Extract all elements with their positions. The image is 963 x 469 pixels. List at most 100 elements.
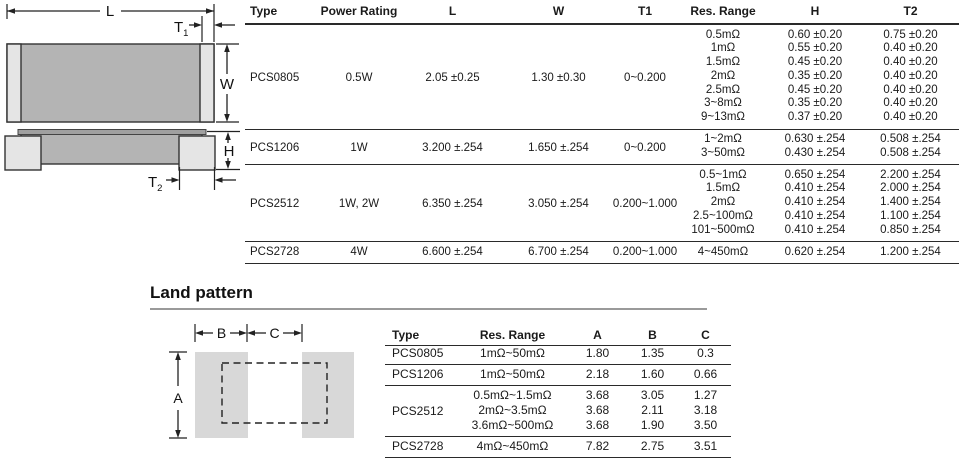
cell-l: 3.200 ±.254 [400, 128, 505, 165]
cell-res-range: 1.5mΩ [705, 182, 741, 195]
cell-t2: 1.100 ±.254 [880, 210, 941, 223]
table-row: 3~50mΩ 0.430 ±.254 0.508 ±.254 [245, 147, 959, 165]
cell-power-rating: 4W [318, 241, 400, 264]
cell-t2: 0.508 ±.254 [880, 146, 941, 159]
cell-c: 0.66 [680, 363, 731, 385]
cell-h: 0.620 ±.254 [768, 241, 862, 264]
cell-c: 0.3 [697, 346, 714, 360]
column-header-w: W [505, 0, 612, 25]
cell-res-range: 1mΩ~50mΩ [480, 346, 545, 360]
chip-top-view-body [6, 43, 215, 123]
header-row: Type Res. Range A B C [385, 325, 731, 346]
dim-T2: T2 [148, 167, 236, 194]
cell-h: 0.430 ±.254 [784, 146, 846, 159]
cell-res-range: 0.5~1mΩ [678, 164, 768, 183]
cell-type: PCS2728 [245, 241, 318, 264]
cell-res-range: 1.5mΩ [705, 56, 741, 69]
cell-h: 0.37 ±0.20 [787, 111, 843, 124]
cell-b: 1.60 [625, 363, 680, 385]
table-row: 2.5mΩ 0.45 ±0.20 0.40 ±0.20 [245, 84, 959, 98]
cell-res-range: 1~2mΩ [678, 128, 768, 147]
cell-h: 0.55 ±0.20 [787, 42, 843, 55]
dim-label-C: C [269, 325, 279, 341]
dim-A: A [169, 351, 187, 439]
cell-a: 3.68 [570, 384, 625, 403]
land-pattern-table-container: Type Res. Range A B C PCS0805 1mΩ~50mΩ 1… [385, 325, 731, 458]
cell-w: 1.30 ±0.30 [531, 71, 586, 84]
cell-res-range: 1mΩ~50mΩ [455, 363, 570, 385]
table-row: 101~500mΩ 0.410 ±.254 0.850 ±.254 [245, 224, 959, 242]
table-row: 3~8mΩ 0.35 ±0.20 0.40 ±0.20 [245, 97, 959, 111]
cell-b: 1.90 [640, 418, 665, 432]
cell-h: 0.410 ±.254 [784, 196, 846, 209]
land-pattern-table: Type Res. Range A B C PCS0805 1mΩ~50mΩ 1… [385, 325, 731, 458]
cell-c: 1.27 [680, 384, 731, 403]
cell-type: PCS2728 [385, 435, 455, 457]
cell-t2: 1.200 ±.254 [862, 241, 959, 264]
cell-t2: 0.40 ±0.20 [883, 56, 938, 69]
cell-res-range: 1mΩ [710, 42, 736, 55]
cell-t1: 0~0.200 [624, 71, 666, 84]
table-row: 2mΩ 0.410 ±.254 1.400 ±.254 [245, 196, 959, 210]
column-header-c: C [680, 325, 731, 346]
dimensions-table: Type Power Rating L W T1 Res. Range H T2… [245, 0, 959, 264]
column-header-type: Type [385, 325, 455, 346]
dim-C: C [247, 324, 303, 342]
cell-type: PCS0805 [392, 346, 444, 360]
land-pattern-diagram: B C A [169, 324, 354, 439]
cell-type: PCS1206 [245, 128, 318, 165]
cell-b: 2.75 [625, 435, 680, 457]
column-header-b: B [625, 325, 680, 346]
cell-res-range: 2mΩ [710, 196, 736, 209]
cell-t2: 0.850 ±.254 [880, 223, 941, 236]
cell-res-range: 3~8mΩ [704, 97, 742, 110]
column-header-type: Type [245, 0, 318, 25]
cell-t1: 0.200~1.000 [612, 241, 678, 264]
table-row: 1mΩ 0.55 ±0.20 0.40 ±0.20 [245, 42, 959, 56]
header-row: Type Power Rating L W T1 Res. Range H T2 [245, 0, 959, 25]
dim-label-A: A [173, 390, 183, 406]
cell-h: 0.35 ±0.20 [787, 97, 843, 110]
cell-res-range: 2mΩ~3.5mΩ [478, 403, 547, 417]
chip-top-view [6, 43, 215, 123]
cell-c: 3.51 [680, 435, 731, 457]
cell-t2: 0.40 ±0.20 [883, 83, 938, 96]
cell-type: PCS0805 [250, 71, 300, 84]
dim-label-H: H [224, 143, 235, 160]
cell-t2: 1.400 ±.254 [880, 196, 941, 209]
column-header-power-rating: Power Rating [318, 0, 400, 25]
table-row: PCS1206 1W 3.200 ±.254 1.650 ±.254 0~0.2… [245, 128, 959, 165]
chip-side-view-body [20, 132, 203, 165]
column-header-l: L [400, 0, 505, 25]
cell-type: PCS1206 [385, 363, 455, 385]
chip-side-view-top-layer [17, 129, 207, 135]
cell-c: 3.50 [693, 418, 718, 432]
cell-power-rating: 1W [318, 128, 400, 165]
table-row: PCS0805 1mΩ~50mΩ 1.80 1.35 0.3 [385, 346, 731, 365]
chip-top-view-cap-left [6, 43, 22, 123]
chip-terminal-right [178, 135, 216, 171]
cell-a: 2.18 [570, 363, 625, 385]
dim-T1: T1 [174, 16, 235, 42]
table-row: 9~13mΩ 0.37 ±0.20 0.40 ±0.20 [245, 111, 959, 129]
column-header-res-range: Res. Range [678, 0, 768, 25]
chip-top-view-cap-right [199, 43, 215, 123]
dim-W: W [216, 43, 239, 123]
cell-h: 0.630 ±.254 [768, 128, 862, 147]
cell-res-range: 3~50mΩ [700, 146, 746, 159]
table-row: PCS2728 4W 6.600 ±.254 6.700 ±.254 0.200… [245, 241, 959, 264]
cell-l: 6.350 ±.254 [400, 164, 505, 242]
table-row: PCS2512 1W, 2W 6.350 ±.254 3.050 ±.254 0… [245, 164, 959, 242]
component-outline-dashed [221, 362, 328, 424]
table-row: PCS1206 1mΩ~50mΩ 2.18 1.60 0.66 [385, 363, 731, 385]
table-row: PCS2512 0.5mΩ~1.5mΩ 3.68 3.05 1.27 [385, 384, 731, 436]
cell-type: PCS2512 [385, 384, 455, 436]
table-row: PCS0805 0.5W 2.05 ±0.25 1.30 ±0.30 0~0.2… [245, 24, 959, 84]
chip-terminal-left [4, 135, 42, 171]
dim-label-T1: T1 [174, 19, 188, 39]
cell-l: 2.05 ±0.25 [425, 71, 480, 84]
cell-res-range: 0.5mΩ~1.5mΩ [455, 384, 570, 403]
table-row: 3.6mΩ~500mΩ 3.68 1.90 3.50 [385, 418, 731, 436]
table-row: 1.5mΩ 0.410 ±.254 2.000 ±.254 [245, 182, 959, 196]
